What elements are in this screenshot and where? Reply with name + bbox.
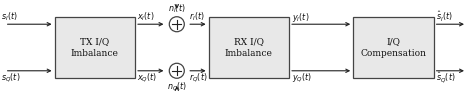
Text: Imbalance: Imbalance (225, 49, 273, 58)
Bar (55, 17, 135, 78)
Text: $x_I(t)$: $x_I(t)$ (137, 11, 155, 23)
Text: $s_I(t)$: $s_I(t)$ (1, 11, 18, 23)
Circle shape (169, 17, 184, 32)
Circle shape (169, 63, 184, 78)
Text: $\hat{s}_Q(t)$: $\hat{s}_Q(t)$ (436, 71, 456, 85)
Text: $r_I(t)$: $r_I(t)$ (189, 11, 204, 23)
Text: $x_Q(t)$: $x_Q(t)$ (137, 72, 158, 84)
Text: TX I/Q: TX I/Q (80, 37, 109, 46)
Text: $y_Q(t)$: $y_Q(t)$ (292, 72, 312, 84)
Bar (353, 17, 434, 78)
Text: $s_Q(t)$: $s_Q(t)$ (1, 72, 20, 84)
Text: $\hat{s}_I(t)$: $\hat{s}_I(t)$ (436, 10, 453, 24)
Text: $n_I(t)$: $n_I(t)$ (168, 2, 186, 15)
Bar (209, 17, 289, 78)
Text: I/Q: I/Q (386, 37, 401, 46)
Text: Imbalance: Imbalance (71, 49, 119, 58)
Text: Compensation: Compensation (360, 49, 427, 58)
Text: $r_Q(t)$: $r_Q(t)$ (189, 72, 207, 84)
Text: $n_Q(t)$: $n_Q(t)$ (167, 80, 187, 93)
Text: RX I/Q: RX I/Q (234, 37, 264, 46)
Text: $y_I(t)$: $y_I(t)$ (292, 11, 310, 24)
